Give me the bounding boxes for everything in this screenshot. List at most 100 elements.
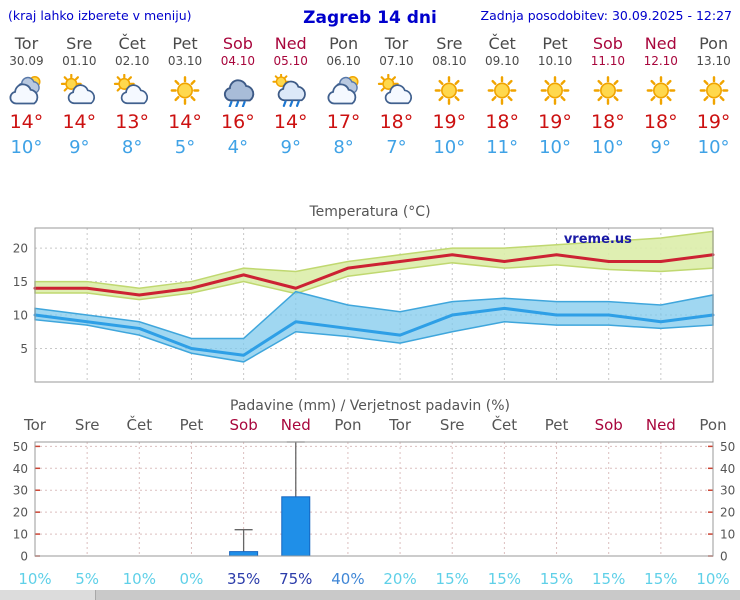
day-name: Pet [542,34,568,53]
precipitation-chart-title: Padavine (mm) / Verjetnost padavin (%) [230,398,510,414]
last-updated: Zadnja posodobitev: 30.09.2025 - 12:27 [480,8,732,23]
day-column[interactable]: Pon 13.10 19° 10° [687,34,740,158]
day-name: Čet [488,34,516,53]
day-name: Sre [66,34,93,53]
precip-day-label: Pon [699,416,727,434]
header: (kraj lahko izberete v meniju) Zagreb 14… [0,0,740,28]
day-date: 02.10 [114,54,150,68]
precip-day-labels: Tor Sre Čet Pet Sob Ned Pon Tor Sre Čet Pet Sob Ned P… [0,416,740,436]
partly-cloudy-icon [53,71,106,109]
day-tmax: 16° [221,111,255,133]
cloudy-icon [317,71,370,109]
precip-day-label: Sre [74,416,100,434]
day-tmin: 11° [486,137,519,158]
day-date: 10.10 [537,54,573,68]
day-name: Sre [436,34,463,53]
day-tmax: 17° [326,111,361,133]
day-date: 13.10 [696,54,731,68]
day-tmax: 19° [696,111,731,133]
sunny-icon [634,71,687,109]
day-name: Sob [222,34,253,53]
day-tmin: 7° [386,137,407,158]
day-column[interactable]: Sre 08.10 19° 10° [423,34,476,158]
svg-text:50: 50 [720,440,735,454]
day-tmin: 9° [69,137,90,158]
day-column[interactable]: Tor 07.10 18° 7° [370,34,423,158]
svg-text:20: 20 [720,506,735,520]
precip-probability: 40% [331,570,365,588]
bottom-scrollbar[interactable] [0,590,740,600]
svg-text:0: 0 [20,550,28,564]
day-name: Čet [118,34,146,53]
scrollbar-thumb[interactable] [0,590,96,600]
precip-day-label: Čet [491,416,518,434]
day-tmax: 19° [538,111,572,133]
day-tmax: 18° [643,111,678,133]
precip-probability: 15% [592,570,626,588]
precip-probability: 15% [487,570,522,588]
day-column[interactable]: Sob 11.10 18° 10° [581,34,634,158]
precip-day-label: Sre [439,416,465,434]
sunny-icon [687,71,740,109]
sunny-icon [159,71,212,109]
day-tmax: 14° [62,111,97,133]
day-date: 05.10 [273,54,308,68]
precip-probability: 20% [383,570,417,588]
day-column[interactable]: Pet 03.10 14° 5° [159,34,212,158]
precip-bar [229,551,259,557]
day-column[interactable]: Ned 05.10 14° 9° [264,34,317,158]
day-date: 03.10 [167,54,203,68]
svg-text:40: 40 [720,462,735,476]
day-tmax: 14° [9,111,44,133]
temperature-chart-title: Temperatura (°C) [309,204,431,220]
day-tmin: 5° [174,137,196,158]
precip-day-label: Tor [24,416,46,434]
day-column[interactable]: Tor 30.09 14° 10° [0,34,53,158]
day-column[interactable]: Ned 12.10 18° 9° [634,34,687,158]
precip-day-label: Pet [544,416,569,434]
page-title: Zagreb 14 dni [303,8,437,28]
svg-text:50: 50 [13,440,28,454]
precip-day-label: Ned [645,416,676,434]
day-column[interactable]: Čet 02.10 13° 8° [106,34,159,158]
day-name: Sob [592,34,623,53]
day-name: Tor [384,34,409,53]
day-column[interactable]: Pet 10.10 19° 10° [529,34,582,158]
day-tmin: 8° [333,137,354,158]
precip-probability: 0% [179,570,204,588]
sunny-icon [476,71,529,109]
partly-cloudy-icon [106,71,159,109]
precip-day-label: Čet [126,416,153,434]
precipitation-chart: 0 0 10 10 20 20 30 30 40 40 50 50 [13,440,736,564]
sunny-icon [581,71,634,109]
precip-day-label: Tor [389,416,412,434]
precip-day-label: Ned [280,416,311,434]
day-tmin: 10° [433,137,466,158]
precip-bar [281,496,311,557]
menu-hint: (kraj lahko izberete v meniju) [8,8,192,23]
precip-day-label: Sob [594,416,623,434]
day-tmax: 14° [168,111,202,133]
day-tmax: 18° [485,111,519,133]
day-date: 30.09 [9,54,44,68]
precip-probability: 15% [644,570,678,588]
day-column[interactable]: Pon 06.10 17° 8° [317,34,370,158]
day-name: Ned [274,34,307,53]
day-column[interactable]: Čet 09.10 18° 11° [476,34,529,158]
day-column[interactable]: Sob 04.10 16° 4° [211,34,264,158]
day-date: 07.10 [379,54,414,68]
day-column[interactable]: Sre 01.10 14° 9° [53,34,106,158]
sunny-icon [529,71,582,109]
svg-text:vreme.us: vreme.us [564,232,632,247]
day-tmin: 4° [227,137,249,158]
day-name: Ned [644,34,677,53]
precip-probability: 10% [122,570,156,588]
svg-text:20: 20 [13,506,28,520]
svg-text:0: 0 [720,550,728,564]
precipitation-section: Padavine (mm) / Verjetnost padavin (%) T… [0,398,740,588]
precip-probability: 10% [18,570,52,588]
day-tmin: 9° [280,137,301,158]
day-date: 01.10 [62,54,97,68]
precip-day-label: Pet [179,416,204,434]
day-date: 04.10 [220,54,256,68]
